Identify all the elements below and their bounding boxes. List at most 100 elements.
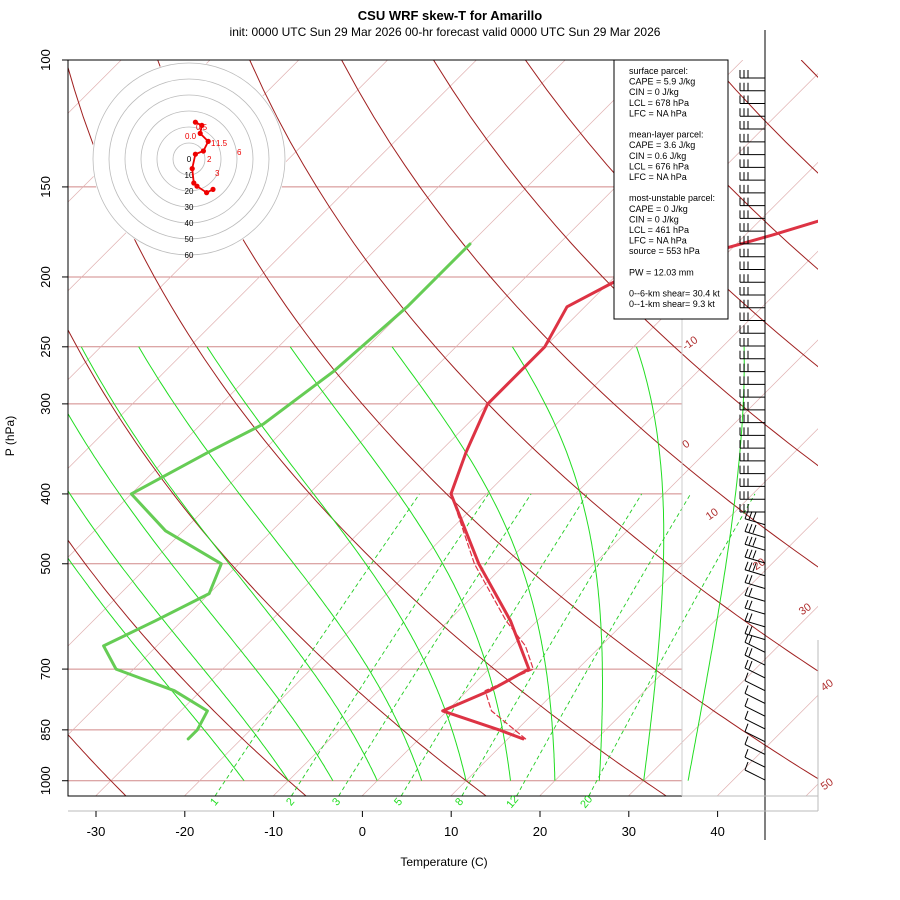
hodo-ring	[140, 110, 238, 208]
barb-flag	[744, 672, 749, 681]
info-line: source = 553 hPa	[629, 246, 700, 256]
wind-barb	[739, 478, 765, 487]
wind-barb	[739, 465, 765, 475]
wind-barb	[744, 698, 766, 717]
wind-barb	[739, 248, 765, 258]
y-tick-label: 300	[38, 393, 53, 415]
wind-barb	[739, 286, 765, 296]
wind-barb	[739, 146, 765, 156]
isotherm-line	[716, 694, 818, 797]
hodo-point-label: 3	[215, 169, 220, 178]
hodo-point	[194, 183, 200, 189]
hodo-point-label: 0.5	[196, 123, 208, 132]
mixing-ratio-line	[291, 493, 489, 797]
wind-barb	[739, 376, 765, 385]
hodo-ring-label: 30	[185, 203, 194, 212]
y-tick-label: 250	[38, 336, 53, 358]
mixing-ratio-line	[400, 493, 588, 797]
barb-staff	[744, 594, 766, 602]
barb-flag	[744, 510, 749, 519]
barb-flag	[744, 561, 749, 570]
barb-flag	[748, 587, 753, 597]
hodo-point-label: 1	[211, 139, 216, 148]
hodo-ring-label: 60	[185, 251, 194, 260]
wind-barb	[744, 761, 766, 781]
x-tick-label: 20	[533, 824, 547, 839]
barb-flag	[744, 698, 749, 707]
x-tick-label: 30	[622, 824, 636, 839]
hodo-ring-label: 0	[187, 155, 192, 164]
barb-flag	[744, 634, 749, 643]
info-line: CAPE = 5.9 J/kg	[629, 77, 695, 87]
isotherm-line	[539, 517, 818, 797]
hodo-ring-label: 10	[185, 171, 194, 180]
wind-barb	[739, 159, 765, 168]
barb-staff	[744, 692, 766, 704]
y-tick-label: 150	[38, 176, 53, 198]
moist-adiabat	[68, 412, 334, 781]
info-line: CAPE = 3.6 J/kg	[629, 140, 695, 150]
barb-staff	[744, 718, 766, 730]
moist-adiabat	[687, 346, 745, 781]
moist-adiabat	[511, 346, 603, 781]
barb-staff	[744, 680, 766, 692]
info-line: LCL = 676 hPa	[629, 161, 689, 171]
barb-staff	[744, 731, 766, 743]
y-axis-label: P (hPa)	[3, 416, 17, 456]
isotherm-line	[628, 605, 818, 797]
info-line: LFC = NA hPa	[629, 236, 687, 246]
x-tick-label: 10	[444, 824, 458, 839]
chart-subtitle: init: 0000 UTC Sun 29 Mar 2026 00-hr for…	[230, 25, 661, 39]
barb-flag	[744, 536, 749, 545]
barb-flag	[744, 710, 749, 720]
wind-barb	[744, 749, 766, 768]
dry-adiabat-label: 10	[704, 506, 721, 523]
hodo-point-label: 0.0	[185, 132, 197, 141]
barb-flag	[744, 685, 749, 694]
barb-flag	[752, 537, 757, 546]
info-box-border	[613, 59, 729, 320]
y-tick-label: 400	[38, 483, 53, 505]
wind-barb	[739, 274, 765, 283]
barb-staff	[744, 654, 766, 666]
barb-staff	[744, 667, 766, 679]
hodo-point-label: 2	[207, 155, 212, 164]
wind-barb	[744, 587, 766, 602]
hodo-point	[205, 138, 211, 144]
wind-barb	[739, 452, 765, 462]
barb-flag	[744, 646, 749, 656]
wind-barbs	[739, 70, 766, 781]
mixing-ratio-line	[461, 493, 643, 797]
mixing-ratio-label: 3	[330, 796, 343, 808]
hodo-point	[204, 190, 210, 196]
dry-adiabat	[68, 328, 487, 797]
wind-barb	[739, 133, 765, 143]
hodo-point	[197, 130, 203, 136]
wind-barb	[744, 710, 766, 730]
isotherm-line	[68, 60, 655, 647]
wind-barb	[744, 685, 766, 704]
x-tick-label: -10	[264, 824, 283, 839]
dry-adiabat	[68, 539, 307, 797]
hodo-ring	[124, 94, 254, 224]
barb-flag	[748, 635, 753, 644]
barb-flag	[744, 659, 749, 669]
mixing-ratio-label: 8	[453, 796, 466, 808]
wind-barb	[739, 223, 765, 232]
barb-flag	[744, 548, 749, 558]
hodo-ring	[172, 142, 206, 176]
moist-adiabat	[80, 346, 378, 781]
mixing-ratio-line	[214, 493, 420, 797]
barb-staff	[744, 569, 766, 577]
hodo-ring-label: 40	[185, 219, 194, 228]
hodo-point	[210, 186, 216, 192]
barb-flag	[748, 626, 753, 635]
mixing-ratio-line	[588, 493, 756, 797]
barb-staff	[744, 744, 766, 755]
info-line: CIN = 0 J/kg	[629, 87, 679, 97]
barb-flag	[744, 761, 749, 771]
isotherm-line	[68, 60, 477, 469]
dry-adiabat-label: -10	[680, 334, 700, 353]
barb-flag	[744, 574, 749, 583]
